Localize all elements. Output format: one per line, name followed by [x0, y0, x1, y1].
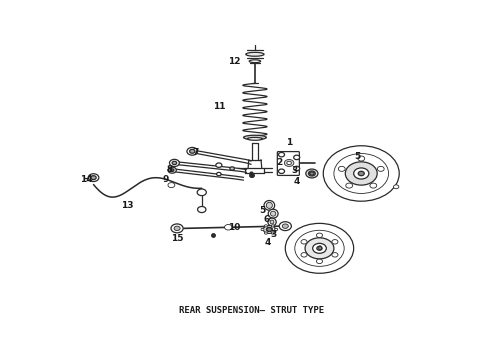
Text: 15: 15: [171, 234, 183, 243]
Circle shape: [346, 183, 353, 188]
Circle shape: [354, 168, 369, 179]
Ellipse shape: [267, 202, 272, 208]
Ellipse shape: [309, 171, 315, 176]
Circle shape: [332, 240, 338, 244]
Circle shape: [294, 166, 300, 171]
Circle shape: [88, 174, 99, 181]
Ellipse shape: [247, 138, 263, 140]
Text: 1: 1: [286, 139, 292, 148]
Ellipse shape: [246, 52, 264, 56]
Text: 9: 9: [163, 175, 169, 184]
Circle shape: [197, 189, 206, 196]
Text: 14: 14: [79, 175, 92, 184]
Circle shape: [267, 228, 272, 231]
Circle shape: [187, 148, 197, 155]
Ellipse shape: [268, 209, 278, 218]
Circle shape: [265, 225, 268, 227]
Circle shape: [332, 253, 338, 257]
Circle shape: [294, 155, 300, 159]
Text: 4: 4: [294, 177, 300, 186]
Text: 3: 3: [292, 166, 298, 175]
Ellipse shape: [264, 201, 275, 210]
Text: 5: 5: [259, 206, 266, 215]
Circle shape: [317, 259, 322, 264]
Circle shape: [174, 226, 180, 231]
Circle shape: [377, 166, 384, 171]
Circle shape: [345, 162, 377, 185]
Circle shape: [278, 169, 285, 174]
FancyBboxPatch shape: [277, 152, 299, 175]
Circle shape: [295, 230, 344, 266]
Circle shape: [271, 225, 274, 227]
Text: 3: 3: [271, 230, 277, 239]
Text: 11: 11: [213, 103, 225, 112]
Text: 2: 2: [276, 158, 283, 167]
Ellipse shape: [263, 226, 275, 233]
Circle shape: [216, 163, 222, 167]
Circle shape: [301, 240, 307, 244]
Circle shape: [217, 172, 221, 176]
Circle shape: [310, 172, 314, 175]
Ellipse shape: [270, 220, 274, 224]
Circle shape: [91, 176, 96, 180]
Circle shape: [393, 185, 399, 189]
Text: 5: 5: [354, 152, 361, 161]
Circle shape: [275, 228, 278, 231]
Ellipse shape: [266, 228, 273, 231]
Text: 6: 6: [263, 215, 270, 224]
Ellipse shape: [244, 135, 267, 140]
Ellipse shape: [268, 218, 276, 226]
Circle shape: [171, 224, 183, 233]
Text: ð: ð: [318, 245, 321, 251]
Ellipse shape: [306, 169, 318, 178]
Ellipse shape: [284, 159, 294, 166]
Circle shape: [313, 243, 326, 253]
Text: 7: 7: [193, 148, 199, 157]
Circle shape: [358, 171, 364, 176]
Text: REAR SUSPENSION– STRUT TYPE: REAR SUSPENSION– STRUT TYPE: [178, 306, 324, 315]
Circle shape: [358, 156, 365, 161]
Text: 4: 4: [265, 238, 271, 247]
Ellipse shape: [287, 161, 292, 165]
Text: 12: 12: [228, 57, 240, 66]
Circle shape: [172, 161, 177, 165]
Text: 8: 8: [166, 165, 172, 174]
Circle shape: [323, 146, 399, 201]
Circle shape: [338, 166, 345, 171]
Circle shape: [301, 253, 307, 257]
Circle shape: [317, 246, 322, 250]
Circle shape: [305, 238, 334, 259]
Circle shape: [170, 169, 174, 172]
Circle shape: [168, 183, 175, 188]
Circle shape: [282, 224, 288, 228]
Text: 13: 13: [122, 201, 134, 210]
Circle shape: [265, 232, 268, 234]
Circle shape: [271, 232, 274, 234]
Ellipse shape: [270, 211, 276, 216]
Circle shape: [230, 167, 234, 170]
Circle shape: [197, 207, 206, 212]
Ellipse shape: [249, 60, 261, 63]
Circle shape: [190, 149, 195, 153]
Circle shape: [278, 152, 285, 157]
Circle shape: [170, 159, 179, 167]
Circle shape: [370, 183, 377, 188]
Circle shape: [334, 153, 389, 193]
Circle shape: [279, 222, 292, 231]
Circle shape: [285, 223, 354, 273]
Circle shape: [317, 233, 322, 238]
Circle shape: [261, 228, 264, 231]
Text: 10: 10: [228, 223, 240, 232]
Circle shape: [168, 167, 176, 173]
Circle shape: [224, 225, 232, 230]
